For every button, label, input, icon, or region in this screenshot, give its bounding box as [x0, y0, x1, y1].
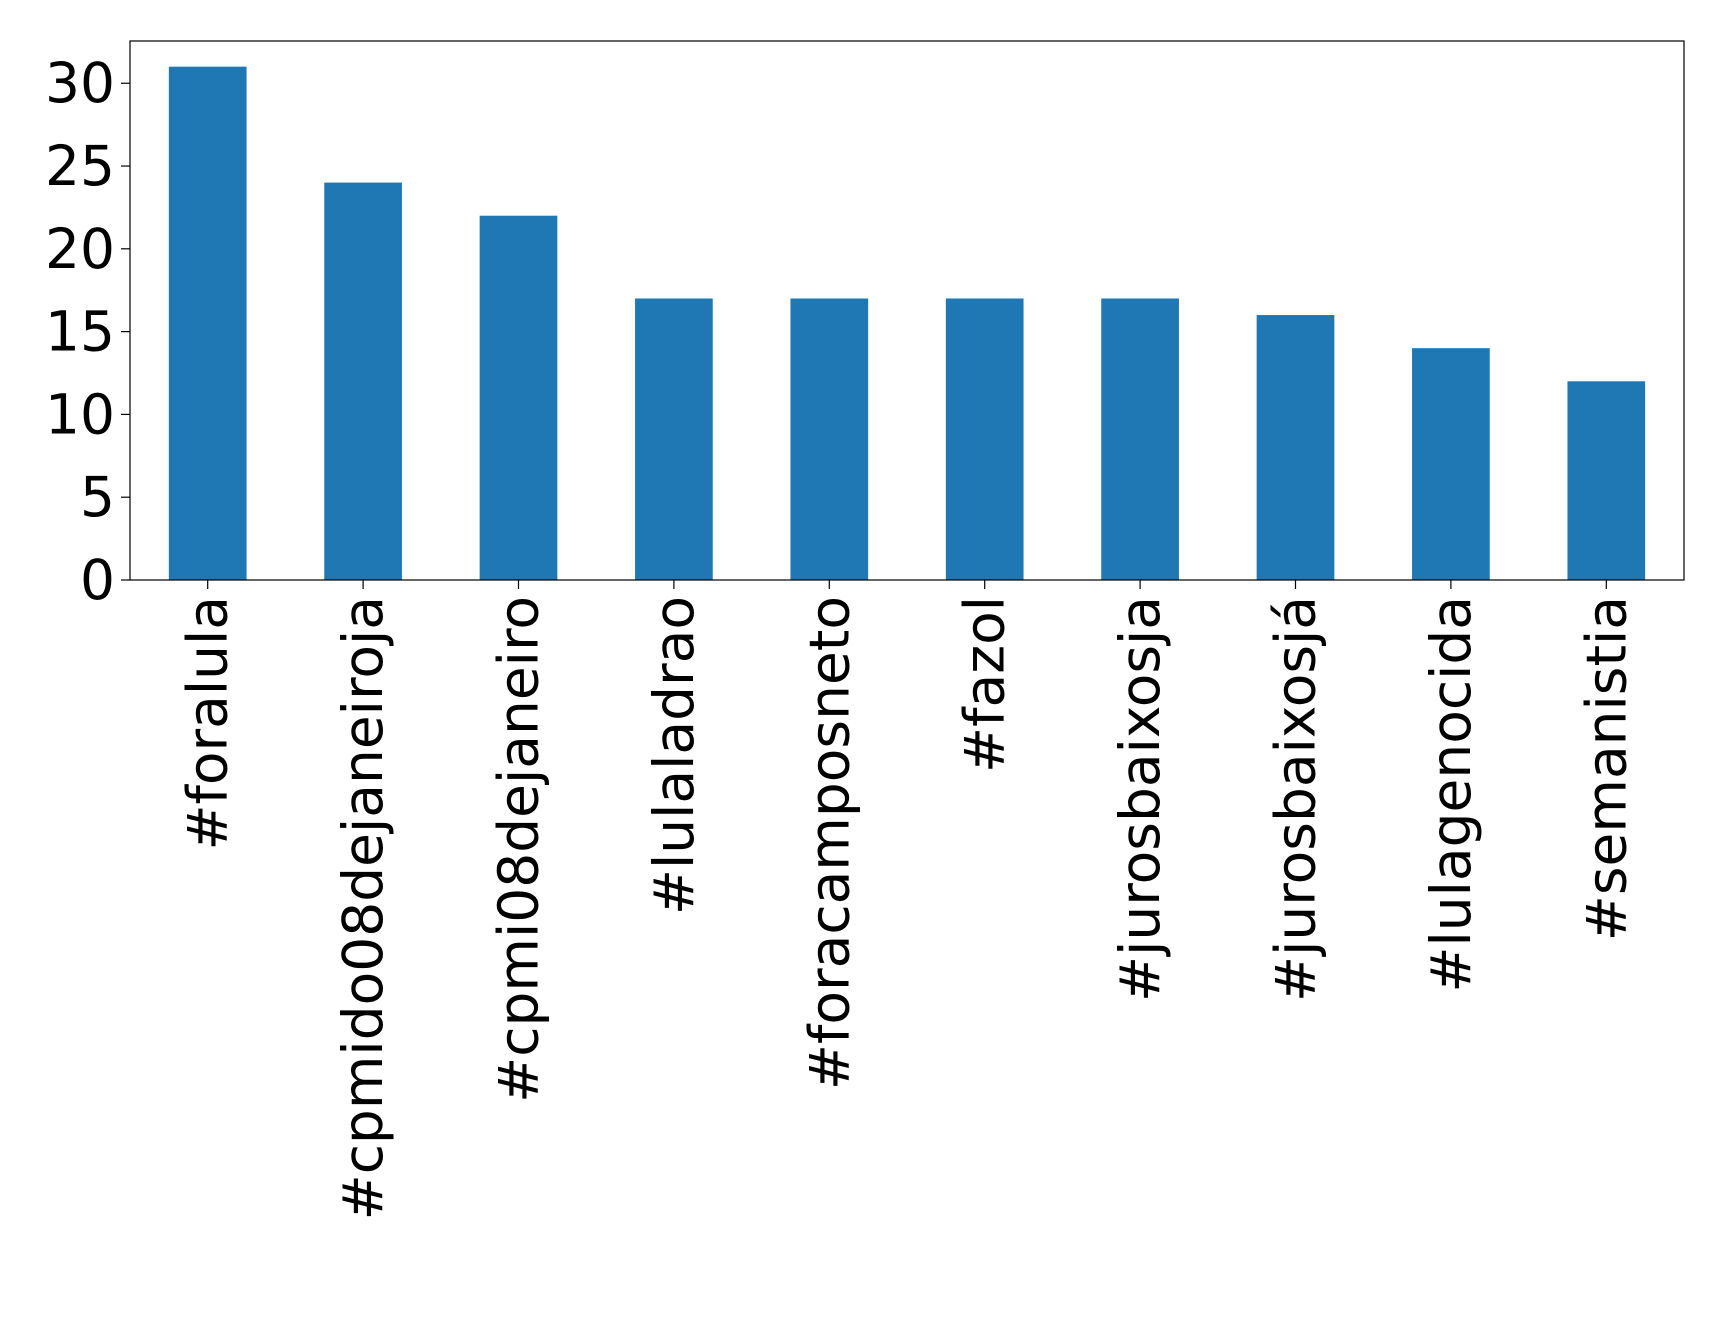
x-tick-label: #lulaladrao [642, 596, 706, 915]
y-tick-label: 10 [45, 382, 115, 446]
bar [479, 215, 558, 581]
bar [324, 182, 402, 581]
bar [1101, 298, 1179, 580]
y-tick-label: 0 [80, 548, 115, 612]
x-tick-label: #jurosbaixosja [1108, 596, 1172, 1002]
x-tick-label: #semanistia [1574, 596, 1638, 941]
y-tick-label: 30 [45, 51, 115, 115]
x-tick-label: #lulagenocida [1419, 596, 1483, 993]
bar [635, 298, 713, 580]
x-tick-label: #fazol [953, 596, 1017, 773]
bar [1412, 348, 1490, 580]
bar [1567, 381, 1646, 580]
plot-frame [129, 40, 1685, 581]
x-tick-label: #cpmi08dejaneiro [487, 596, 551, 1103]
bar [790, 298, 869, 580]
y-tick-label: 25 [45, 134, 115, 198]
y-tick-label: 5 [80, 465, 115, 529]
y-tick-label: 20 [45, 217, 115, 281]
bar [1256, 315, 1335, 580]
y-tick-label: 15 [45, 300, 115, 364]
bar [945, 298, 1024, 580]
x-tick-label: #foralula [176, 596, 240, 851]
bar [168, 66, 247, 580]
x-tick-label: #jurosbaixosjá [1264, 596, 1328, 1002]
x-tick-label: #cpmido08dejaneiroja [331, 596, 395, 1220]
x-tick-label: #foracamposneto [797, 596, 861, 1090]
